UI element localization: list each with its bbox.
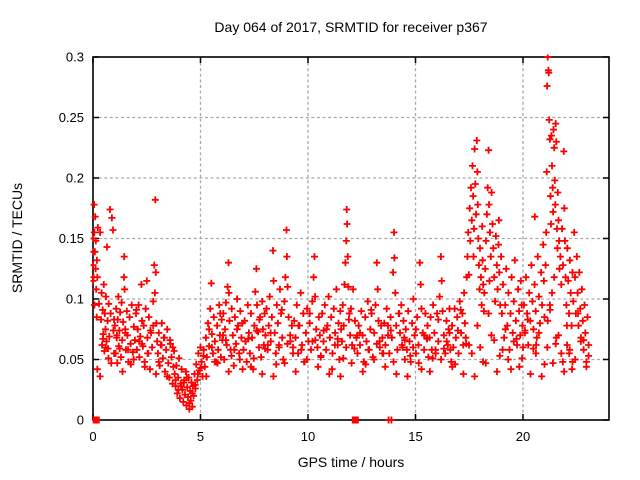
y-tick-label: 0.1 bbox=[66, 292, 84, 307]
x-tick-label: 20 bbox=[516, 429, 530, 444]
y-tick-label: 0.2 bbox=[66, 171, 84, 186]
y-tick-label: 0.05 bbox=[59, 352, 84, 367]
series-srmtid bbox=[90, 54, 593, 413]
series-axis-zero-squares bbox=[92, 416, 359, 424]
y-tick-label: 0.25 bbox=[59, 110, 84, 125]
data-points bbox=[90, 54, 593, 424]
y-tick-label: 0.15 bbox=[59, 231, 84, 246]
x-tick-label: 15 bbox=[408, 429, 422, 444]
x-axis-label: GPS time / hours bbox=[297, 454, 405, 470]
x-tick-label: 0 bbox=[89, 429, 96, 444]
x-tick-label: 10 bbox=[301, 429, 315, 444]
y-tick-label: 0.3 bbox=[66, 50, 84, 65]
tick-labels: 0 5 10 15 20 0 0.05 0.1 0.15 0.2 0.25 0.3 bbox=[59, 50, 531, 444]
x-tick-label: 5 bbox=[197, 429, 204, 444]
y-tick-label: 0 bbox=[77, 413, 84, 428]
chart-title: Day 064 of 2017, SRMTID for receiver p36… bbox=[214, 19, 488, 35]
series-axis-zero-plus-points bbox=[385, 416, 395, 424]
